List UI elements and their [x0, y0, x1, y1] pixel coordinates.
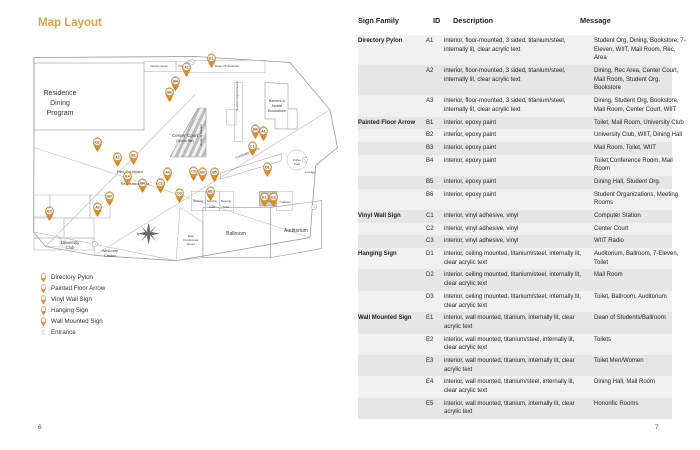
- svg-text:Auditorium: Auditorium: [284, 228, 308, 234]
- svg-text:D1: D1: [265, 166, 270, 170]
- svg-text:Student Organizations: Student Organizations: [235, 81, 239, 111]
- svg-text:Meeting: Meeting: [193, 199, 203, 203]
- svg-text:(Sports Bar): (Sports Bar): [176, 139, 194, 143]
- svg-text:C3: C3: [191, 169, 196, 173]
- svg-text:B6: B6: [253, 127, 258, 131]
- svg-text:7-eleven: 7-eleven: [279, 200, 291, 204]
- svg-text:Lounge: Lounge: [305, 170, 315, 174]
- svg-text:A2: A2: [115, 156, 120, 160]
- svg-text:E4: E4: [126, 175, 130, 179]
- svg-text:C1: C1: [250, 144, 255, 148]
- svg-text:Room: Room: [187, 242, 196, 246]
- svg-text:B2: B2: [208, 190, 213, 194]
- svg-text:B0: B0: [107, 195, 112, 199]
- svg-text:E3: E3: [47, 210, 51, 214]
- svg-text:D2: D2: [95, 141, 100, 145]
- svg-text:Ballroom: Ballroom: [226, 231, 246, 237]
- svg-text:Hanging Garden: Hanging Garden: [199, 124, 203, 146]
- svg-text:E1: E1: [209, 57, 213, 61]
- svg-text:B4: B4: [141, 181, 146, 185]
- svg-text:E1: E1: [262, 196, 266, 200]
- svg-text:Bookstore: Bookstore: [268, 108, 287, 113]
- svg-text:Center Court: Center Court: [172, 133, 199, 138]
- svg-text:A4: A4: [165, 171, 170, 175]
- svg-text:B6: B6: [167, 91, 172, 95]
- svg-text:B5: B5: [212, 170, 217, 174]
- svg-text:A1: A1: [261, 130, 266, 134]
- svg-text:Toilet: Toilet: [223, 205, 230, 209]
- svg-text:Campus Center: Campus Center: [150, 65, 168, 68]
- svg-text:Center: Center: [104, 253, 117, 258]
- svg-text:B1: B1: [131, 154, 136, 158]
- svg-text:Toilet: Toilet: [209, 205, 216, 209]
- svg-text:Cafe: Cafe: [294, 162, 300, 166]
- svg-text:B4: B4: [173, 79, 178, 83]
- svg-text:E3: E3: [271, 196, 275, 200]
- svg-text:B3: B3: [200, 170, 205, 174]
- svg-text:Meeting: Meeting: [221, 199, 231, 203]
- svg-text:C2: C2: [158, 181, 163, 185]
- svg-text:Dean Of Students: Dean Of Students: [215, 64, 239, 68]
- svg-text:Dining: Dining: [50, 100, 70, 107]
- svg-text:Residence: Residence: [43, 90, 76, 97]
- svg-text:A3: A3: [95, 205, 100, 209]
- svg-text:Program: Program: [47, 110, 74, 117]
- svg-text:D3: D3: [177, 192, 182, 196]
- svg-text:Club: Club: [66, 245, 75, 250]
- svg-text:A2: A2: [184, 66, 189, 70]
